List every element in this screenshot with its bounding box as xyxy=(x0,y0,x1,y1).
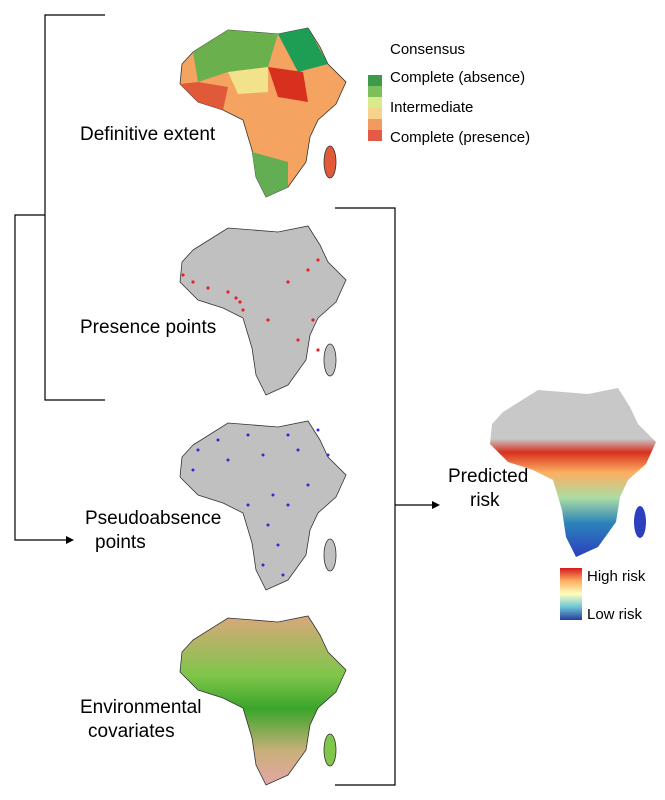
risk-legend: High risk Low risk xyxy=(560,568,646,623)
covariate-map xyxy=(179,615,347,786)
label-line: Environmental xyxy=(80,697,201,718)
legend-entry: Low risk xyxy=(587,606,643,623)
legend-title: Consensus xyxy=(390,41,465,58)
panel-label: Presence points xyxy=(80,317,216,338)
panel-label: Environmental covariates xyxy=(80,697,201,742)
consensus-legend: Consensus Complete (absence) Intermediat… xyxy=(368,41,530,146)
label-line: risk xyxy=(470,490,500,511)
presence-map xyxy=(179,225,347,396)
connectors xyxy=(14,14,440,786)
legend-entry: Complete (absence) xyxy=(390,69,525,86)
label-line: points xyxy=(95,532,146,553)
pseudoabsence-map xyxy=(179,420,347,591)
label-line: covariates xyxy=(88,721,175,742)
panel-label: Pseudoabsence points xyxy=(85,508,221,553)
label-line: Predicted xyxy=(448,466,528,487)
output-label: Predicted risk xyxy=(448,466,528,511)
legend-entry: Complete (presence) xyxy=(390,129,530,146)
consensus-map xyxy=(179,27,347,198)
legend-entry: High risk xyxy=(587,568,646,585)
label-line: Pseudoabsence xyxy=(85,508,221,529)
legend-entry: Intermediate xyxy=(390,99,473,116)
panel-label: Definitive extent xyxy=(80,124,216,145)
